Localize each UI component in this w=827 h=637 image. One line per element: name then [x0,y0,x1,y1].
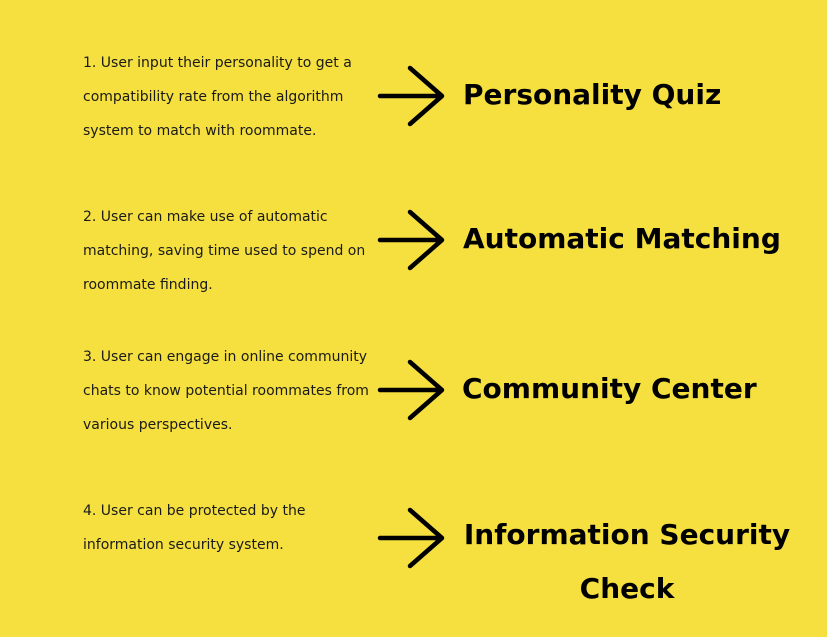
row-community-center: 3. User can engage in online community c… [0,340,827,450]
feature-title: Information Security Check [463,518,791,605]
row-description: 2. User can make use of automatic matchi… [83,209,366,293]
feature-title: Personality Quiz [463,78,722,111]
feature-title: Community Center [462,372,757,405]
row-description: 1. User input their personality to get a… [83,55,352,139]
row-automatic-matching: 2. User can make use of automatic matchi… [0,200,827,310]
arrow-right-icon [376,356,446,426]
row-personality-quiz: 1. User input their personality to get a… [0,46,827,156]
row-description: 3. User can engage in online community c… [83,349,369,433]
row-description: 4. User can be protected by the informat… [83,503,306,553]
row-information-security-check: 4. User can be protected by the informat… [0,494,827,624]
arrow-right-icon [376,62,446,132]
arrow-right-icon [376,504,446,574]
feature-title: Automatic Matching [463,222,781,255]
arrow-right-icon [376,206,446,276]
